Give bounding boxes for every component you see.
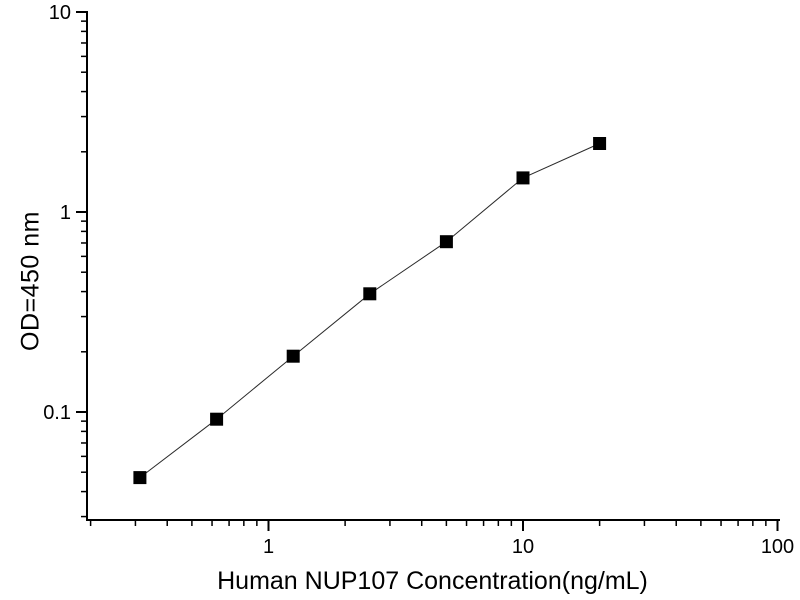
data-point-marker <box>516 171 530 185</box>
y-tick-label: 1 <box>60 202 71 224</box>
data-point-marker <box>210 412 224 426</box>
data-point-marker <box>363 287 377 301</box>
y-tick-label: 0.1 <box>43 402 71 424</box>
x-tick-label: 100 <box>761 536 794 558</box>
data-point-marker <box>133 471 147 485</box>
data-point-marker <box>439 235 453 249</box>
data-point-marker <box>286 349 300 363</box>
data-point-marker <box>593 137 607 150</box>
y-tick-label: 10 <box>49 2 71 24</box>
x-tick-label: 10 <box>512 536 534 558</box>
x-tick-label: 1 <box>263 536 274 558</box>
x-axis-title: Human NUP107 Concentration(ng/mL) <box>217 567 648 595</box>
curve-line <box>139 143 600 478</box>
y-axis-title: OD=450 nm <box>16 211 45 351</box>
